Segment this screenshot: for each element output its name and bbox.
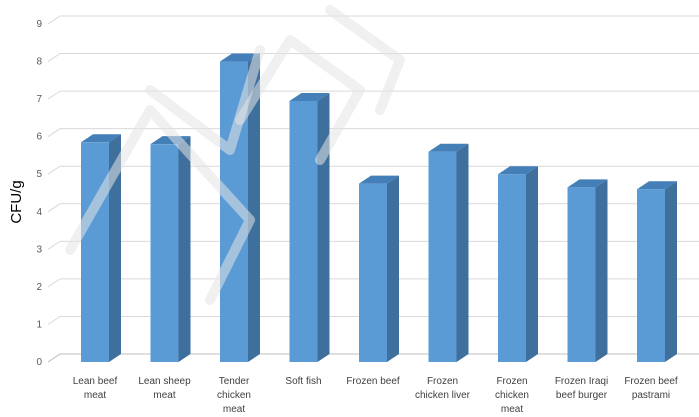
x-category-line: Frozen beef xyxy=(346,376,400,387)
gridline xyxy=(47,203,699,213)
x-category-line: Frozen xyxy=(427,376,458,387)
bar-front xyxy=(359,183,387,362)
x-category-line: meat xyxy=(501,404,523,415)
bar-top xyxy=(289,92,330,101)
x-axis-categories: Lean beef meat Lean sheep meat Tender chicken… xyxy=(73,376,678,415)
x-category-line: meat xyxy=(223,404,245,415)
gridlines xyxy=(47,15,699,363)
bar-top xyxy=(428,143,469,152)
bar-top xyxy=(567,179,608,188)
gridline xyxy=(47,53,699,62)
y-tick-label: 0 xyxy=(36,357,42,368)
x-category-line: Frozen beef xyxy=(624,376,678,387)
gridline xyxy=(47,278,699,288)
bar-front xyxy=(81,142,109,362)
bar-side xyxy=(595,179,608,362)
bar xyxy=(81,134,121,362)
y-tick-label: 7 xyxy=(36,94,42,105)
bar-side xyxy=(178,136,191,362)
bar-side xyxy=(387,175,399,362)
bar xyxy=(359,175,399,362)
x-category-line: pastrami xyxy=(632,390,670,401)
y-tick-label: 9 xyxy=(36,19,42,30)
y-axis-label: CFU/g xyxy=(8,180,25,223)
x-category-line: Soft fish xyxy=(285,376,321,387)
x-axis-line xyxy=(47,353,699,363)
y-tick-label: 5 xyxy=(36,169,42,180)
x-category-label: Frozen beef pastrami xyxy=(624,376,678,401)
x-category-line: Tender xyxy=(219,376,250,387)
bar-top xyxy=(498,166,538,175)
x-category-label: Frozen chicken liver xyxy=(415,376,471,401)
x-category-line: Frozen Iraqi xyxy=(555,376,608,387)
bar xyxy=(498,166,538,362)
bar xyxy=(150,136,191,362)
x-category-label: Frozen beef xyxy=(346,376,400,387)
bar-front xyxy=(150,144,179,362)
gridline xyxy=(47,15,699,25)
x-category-label: Frozen Iraqi beef burger xyxy=(555,376,608,401)
y-axis-ticks: 0 1 2 3 4 5 6 7 8 9 xyxy=(36,19,42,368)
x-category-line: meat xyxy=(153,390,175,401)
bar-side xyxy=(526,166,538,362)
gridline xyxy=(47,90,699,100)
x-category-label: Soft fish xyxy=(285,376,321,387)
bar xyxy=(428,143,469,362)
bar xyxy=(289,92,330,362)
x-category-line: Frozen xyxy=(496,376,527,387)
x-category-label: Tender chicken meat xyxy=(217,376,251,415)
y-tick-label: 6 xyxy=(36,132,42,143)
y-tick-label: 3 xyxy=(36,244,42,255)
chart-floor xyxy=(47,353,699,363)
x-category-line: meat xyxy=(84,390,106,401)
gridline xyxy=(47,165,699,175)
x-category-line: chicken liver xyxy=(415,390,471,401)
x-category-label: Lean beef meat xyxy=(73,376,118,401)
bar xyxy=(637,181,677,362)
bar-side xyxy=(665,181,677,362)
x-category-line: beef burger xyxy=(556,390,608,401)
x-category-line: Lean sheep xyxy=(138,376,191,387)
bar-top xyxy=(81,134,121,143)
x-category-line: chicken xyxy=(217,390,251,401)
bar-front xyxy=(289,100,318,362)
gridline xyxy=(47,128,699,138)
bar-top xyxy=(637,181,677,190)
y-tick-label: 1 xyxy=(36,319,42,330)
bar-front xyxy=(567,187,596,362)
gridline xyxy=(47,315,699,325)
bar-side xyxy=(456,143,469,362)
x-category-line: chicken xyxy=(495,390,529,401)
watermark xyxy=(65,5,405,305)
bar-front xyxy=(428,151,457,362)
x-category-line: Lean beef xyxy=(73,376,118,387)
gridline xyxy=(47,240,699,250)
bar-side xyxy=(248,53,260,363)
bar-front xyxy=(637,189,665,362)
y-tick-label: 2 xyxy=(36,282,42,293)
bar-side xyxy=(317,92,330,362)
bar xyxy=(567,179,608,362)
bar-front xyxy=(498,174,526,362)
bar-top xyxy=(220,53,260,62)
bars xyxy=(81,53,677,363)
y-tick-label: 4 xyxy=(36,207,42,218)
x-category-label: Lean sheep meat xyxy=(138,376,191,401)
bar-top xyxy=(359,175,399,184)
x-category-label: Frozen chicken meat xyxy=(495,376,529,415)
y-tick-label: 8 xyxy=(36,57,42,68)
bar-side xyxy=(109,134,121,362)
